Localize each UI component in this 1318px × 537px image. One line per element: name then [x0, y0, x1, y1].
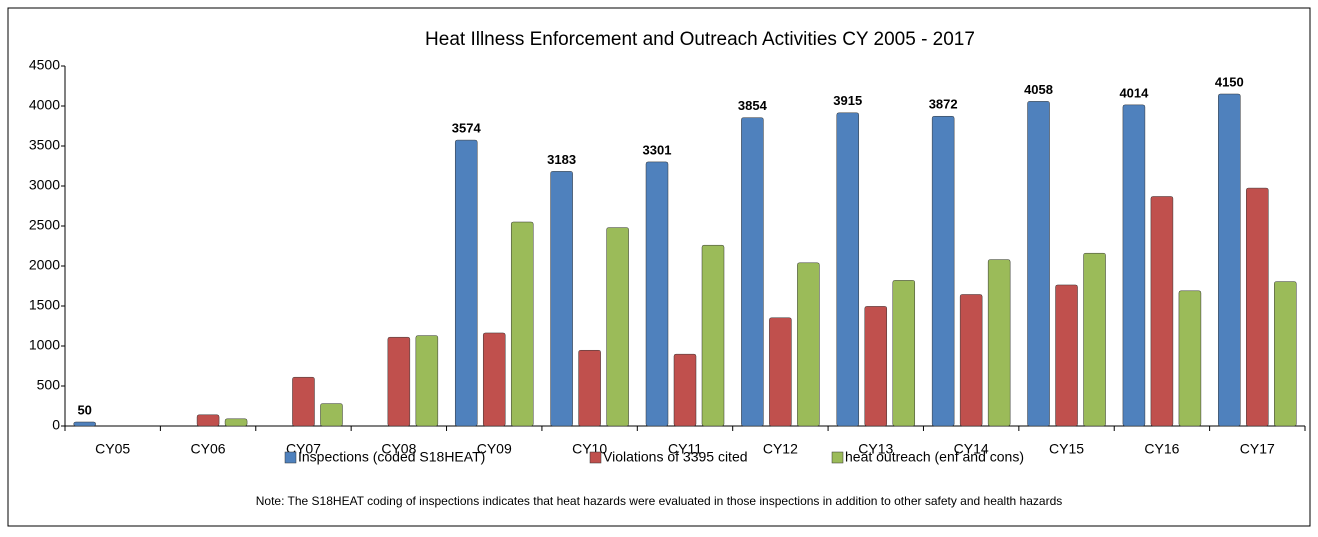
bar — [550, 171, 573, 427]
data-label: 3301 — [643, 142, 672, 157]
bar — [797, 262, 820, 427]
y-tick-label: 2500 — [29, 217, 60, 233]
bar — [931, 115, 955, 427]
x-tick-label: CY06 — [191, 441, 226, 457]
data-label: 4150 — [1215, 74, 1244, 89]
bar — [673, 353, 697, 427]
bar — [415, 335, 439, 427]
x-tick-label: CY17 — [1240, 441, 1275, 457]
y-tick-label: 4000 — [29, 97, 60, 113]
y-tick-label: 1500 — [29, 297, 60, 313]
chart-title: Heat Illness Enforcement and Outreach Ac… — [425, 29, 975, 50]
legend-swatch — [831, 451, 844, 464]
bar — [1122, 104, 1146, 427]
bar — [701, 244, 725, 427]
bar — [1246, 187, 1269, 427]
data-label: 3872 — [929, 97, 958, 112]
x-tick-label: CY11 — [668, 441, 702, 457]
bar — [482, 332, 506, 427]
note: Note: The S18HEAT coding of inspections … — [256, 494, 1063, 508]
x-tick-label: CY09 — [477, 441, 512, 457]
y-tick-label: 3000 — [29, 177, 60, 193]
x-tick-label: CY05 — [95, 441, 130, 457]
x-tick-label: CY13 — [858, 441, 893, 457]
x-tick-label: CY15 — [1049, 441, 1084, 457]
legend-label: Inspections (coded S18HEAT) — [298, 449, 485, 465]
bar — [741, 117, 764, 427]
bar — [1150, 196, 1174, 427]
x-tick-label: CY08 — [381, 441, 416, 457]
x-tick-label: CY16 — [1144, 441, 1179, 457]
bar — [292, 376, 315, 427]
data-label: 3574 — [452, 121, 482, 136]
data-label: 4014 — [1119, 85, 1149, 100]
data-label: 3854 — [738, 98, 768, 113]
bar — [987, 259, 1011, 427]
bar — [836, 112, 860, 427]
legend-label: Violations of 3395 cited — [603, 449, 748, 465]
data-label: 4058 — [1024, 82, 1053, 97]
bar — [606, 227, 629, 427]
data-label: 50 — [77, 402, 91, 417]
x-tick-label: CY12 — [763, 441, 798, 457]
bar — [769, 317, 792, 427]
bar — [892, 280, 916, 427]
x-tick-label: CY14 — [954, 441, 989, 457]
bar — [1083, 252, 1106, 427]
y-tick-label: 3500 — [29, 137, 60, 153]
data-label: 3183 — [547, 152, 576, 167]
bar — [1055, 284, 1078, 427]
legend-swatch — [284, 451, 297, 464]
bar — [224, 418, 248, 427]
y-tick-label: 500 — [37, 377, 61, 393]
bar — [578, 349, 601, 427]
y-tick-label: 4500 — [29, 57, 60, 73]
y-tick-label: 2000 — [29, 257, 60, 273]
bar — [387, 336, 411, 427]
bar — [1274, 281, 1297, 427]
bar — [645, 161, 669, 427]
y-tick-label: 1000 — [29, 337, 60, 353]
legend-label: heat outreach (enf and cons) — [845, 449, 1024, 465]
bar — [510, 221, 534, 427]
legend-swatch — [589, 451, 602, 464]
bar — [454, 139, 478, 427]
bar — [196, 414, 220, 427]
bar — [1218, 93, 1241, 427]
bar — [1027, 101, 1050, 427]
bar — [1178, 290, 1202, 427]
bar — [320, 403, 343, 427]
data-label: 3915 — [833, 93, 862, 108]
bar — [73, 421, 96, 427]
frame — [7, 7, 1311, 527]
y-tick-label: 0 — [52, 417, 60, 433]
bar — [959, 294, 983, 427]
bar — [864, 306, 888, 427]
